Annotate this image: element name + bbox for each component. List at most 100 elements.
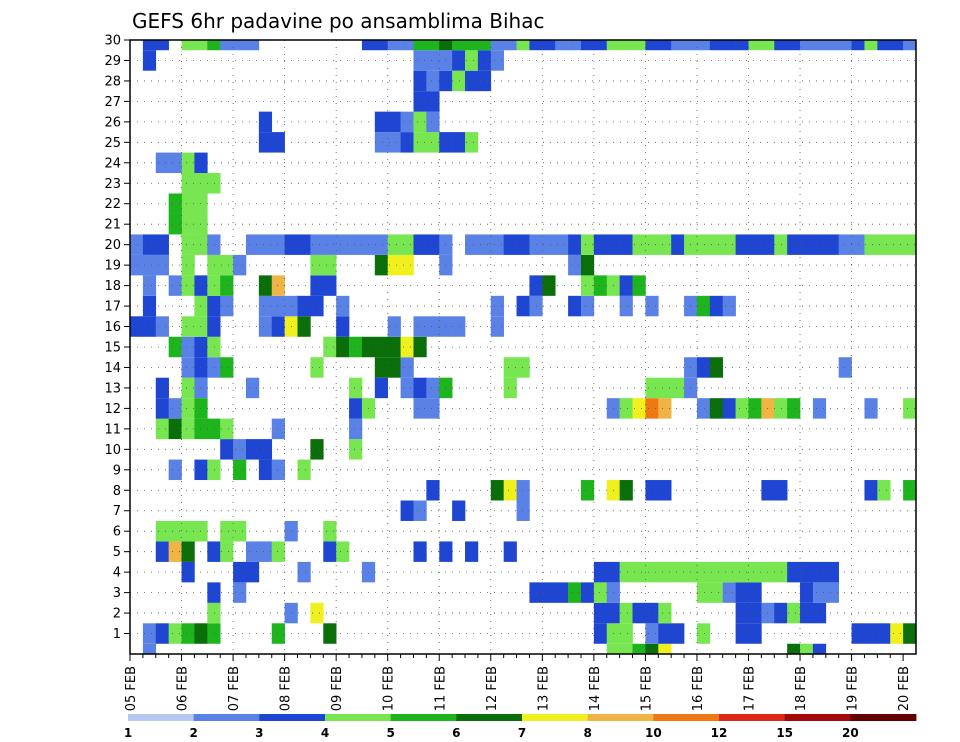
colorbar-label: 12 (711, 726, 728, 740)
heatmap-cell (696, 582, 711, 603)
heatmap-cell (168, 213, 182, 235)
heatmap-cell (800, 40, 814, 51)
heatmap-cell (658, 623, 672, 644)
heatmap-cell (258, 111, 273, 133)
heatmap-cell (671, 561, 685, 583)
heatmap-cell (374, 234, 389, 255)
heatmap-cell (349, 439, 363, 460)
heatmap-cell (297, 459, 311, 481)
y-tick-label: 14 (104, 361, 121, 376)
heatmap-cell (516, 500, 530, 521)
heatmap-cell (825, 234, 839, 255)
x-tick-label: 11 FEB (433, 666, 448, 711)
heatmap-cell (787, 398, 801, 419)
heatmap-cell (387, 111, 401, 133)
heatmap-cell (426, 111, 440, 133)
heatmap-cell (580, 234, 595, 255)
y-tick-label: 9 (113, 463, 121, 478)
heatmap-cell (684, 40, 698, 51)
y-tick-label: 12 (104, 402, 121, 417)
y-tick-label: 11 (104, 422, 121, 437)
heatmap-cell (812, 602, 827, 624)
heatmap-cell (452, 40, 466, 51)
heatmap-cell (168, 152, 182, 174)
heatmap-cell (194, 152, 208, 174)
heatmap-cell (722, 295, 736, 317)
colorbar: 1 2 3 4 5 6 7 8 10 12 15 20 (124, 714, 917, 740)
heatmap-cell (426, 70, 440, 92)
heatmap-cell (400, 132, 414, 153)
heatmap-cell (336, 336, 350, 358)
colorbar-label: 20 (842, 726, 859, 740)
heatmap-cell (336, 541, 350, 562)
heatmap-cell (387, 336, 401, 358)
heatmap-cell (245, 439, 260, 460)
heatmap-cell (413, 377, 427, 399)
heatmap-cell (181, 418, 195, 440)
heatmap-cell (142, 295, 157, 317)
colorbar-swatch (193, 714, 260, 721)
heatmap-cell (258, 132, 273, 153)
heatmap-cell (233, 520, 247, 542)
heatmap-cell (400, 254, 414, 276)
heatmap-cell (722, 398, 736, 419)
heatmap-cell (310, 295, 324, 317)
heatmap-cell (619, 398, 633, 419)
heatmap-cell (400, 357, 414, 378)
heatmap-cell (452, 70, 466, 92)
heatmap-cell (207, 275, 221, 296)
colorbar-label: 4 (321, 726, 329, 740)
heatmap-cell (245, 40, 260, 51)
heatmap-cell (374, 336, 389, 358)
heatmap-cell (903, 398, 917, 419)
heatmap-cell (568, 234, 582, 255)
heatmap-cell (465, 40, 479, 51)
heatmap-cell (207, 40, 221, 51)
heatmap-cell (555, 234, 569, 255)
heatmap-cell (258, 459, 273, 481)
x-tick-label: 17 FEB (742, 666, 757, 711)
heatmap-cell (593, 40, 608, 51)
heatmap-cell (593, 275, 608, 296)
heatmap-cell (374, 132, 389, 153)
heatmap-cell (568, 40, 582, 51)
heatmap-cell (709, 561, 724, 583)
heatmap-cell (542, 275, 556, 296)
heatmap-cell (181, 173, 195, 194)
heatmap-cell (207, 336, 221, 358)
heatmap-cell (812, 234, 827, 255)
heatmap-cell (168, 275, 182, 296)
heatmap-cell (452, 132, 466, 153)
heatmap-cell (671, 40, 685, 51)
heatmap-cell (426, 40, 440, 51)
heatmap-cell (645, 480, 659, 501)
heatmap-cell (387, 316, 401, 337)
heatmap-cell (413, 70, 427, 92)
heatmap-cell (194, 40, 208, 51)
heatmap-cell (787, 234, 801, 255)
heatmap-cell (658, 480, 672, 501)
heatmap-cell (168, 623, 182, 644)
y-tick-label: 16 (104, 320, 121, 335)
colorbar-swatch (325, 714, 392, 721)
colorbar-label: 7 (518, 726, 526, 740)
heatmap-cell (477, 234, 492, 255)
heatmap-cell (426, 50, 440, 71)
heatmap-cells (130, 40, 917, 654)
heatmap-cell (761, 40, 775, 51)
heatmap-cell (194, 357, 208, 378)
heatmap-cell (233, 459, 247, 481)
heatmap-cell (245, 377, 260, 399)
heatmap-cell (632, 602, 646, 624)
heatmap-cell (812, 582, 827, 603)
colorbar-swatch (390, 714, 457, 721)
heatmap-cell (374, 40, 389, 51)
heatmap-cell (645, 643, 659, 654)
heatmap-cell (645, 295, 659, 317)
heatmap-cell (568, 582, 582, 603)
heatmap-cell (168, 541, 182, 562)
heatmap-cell (426, 398, 440, 419)
heatmap-cell (233, 582, 247, 603)
heatmap-cell (310, 357, 324, 378)
heatmap-cell (632, 40, 646, 51)
